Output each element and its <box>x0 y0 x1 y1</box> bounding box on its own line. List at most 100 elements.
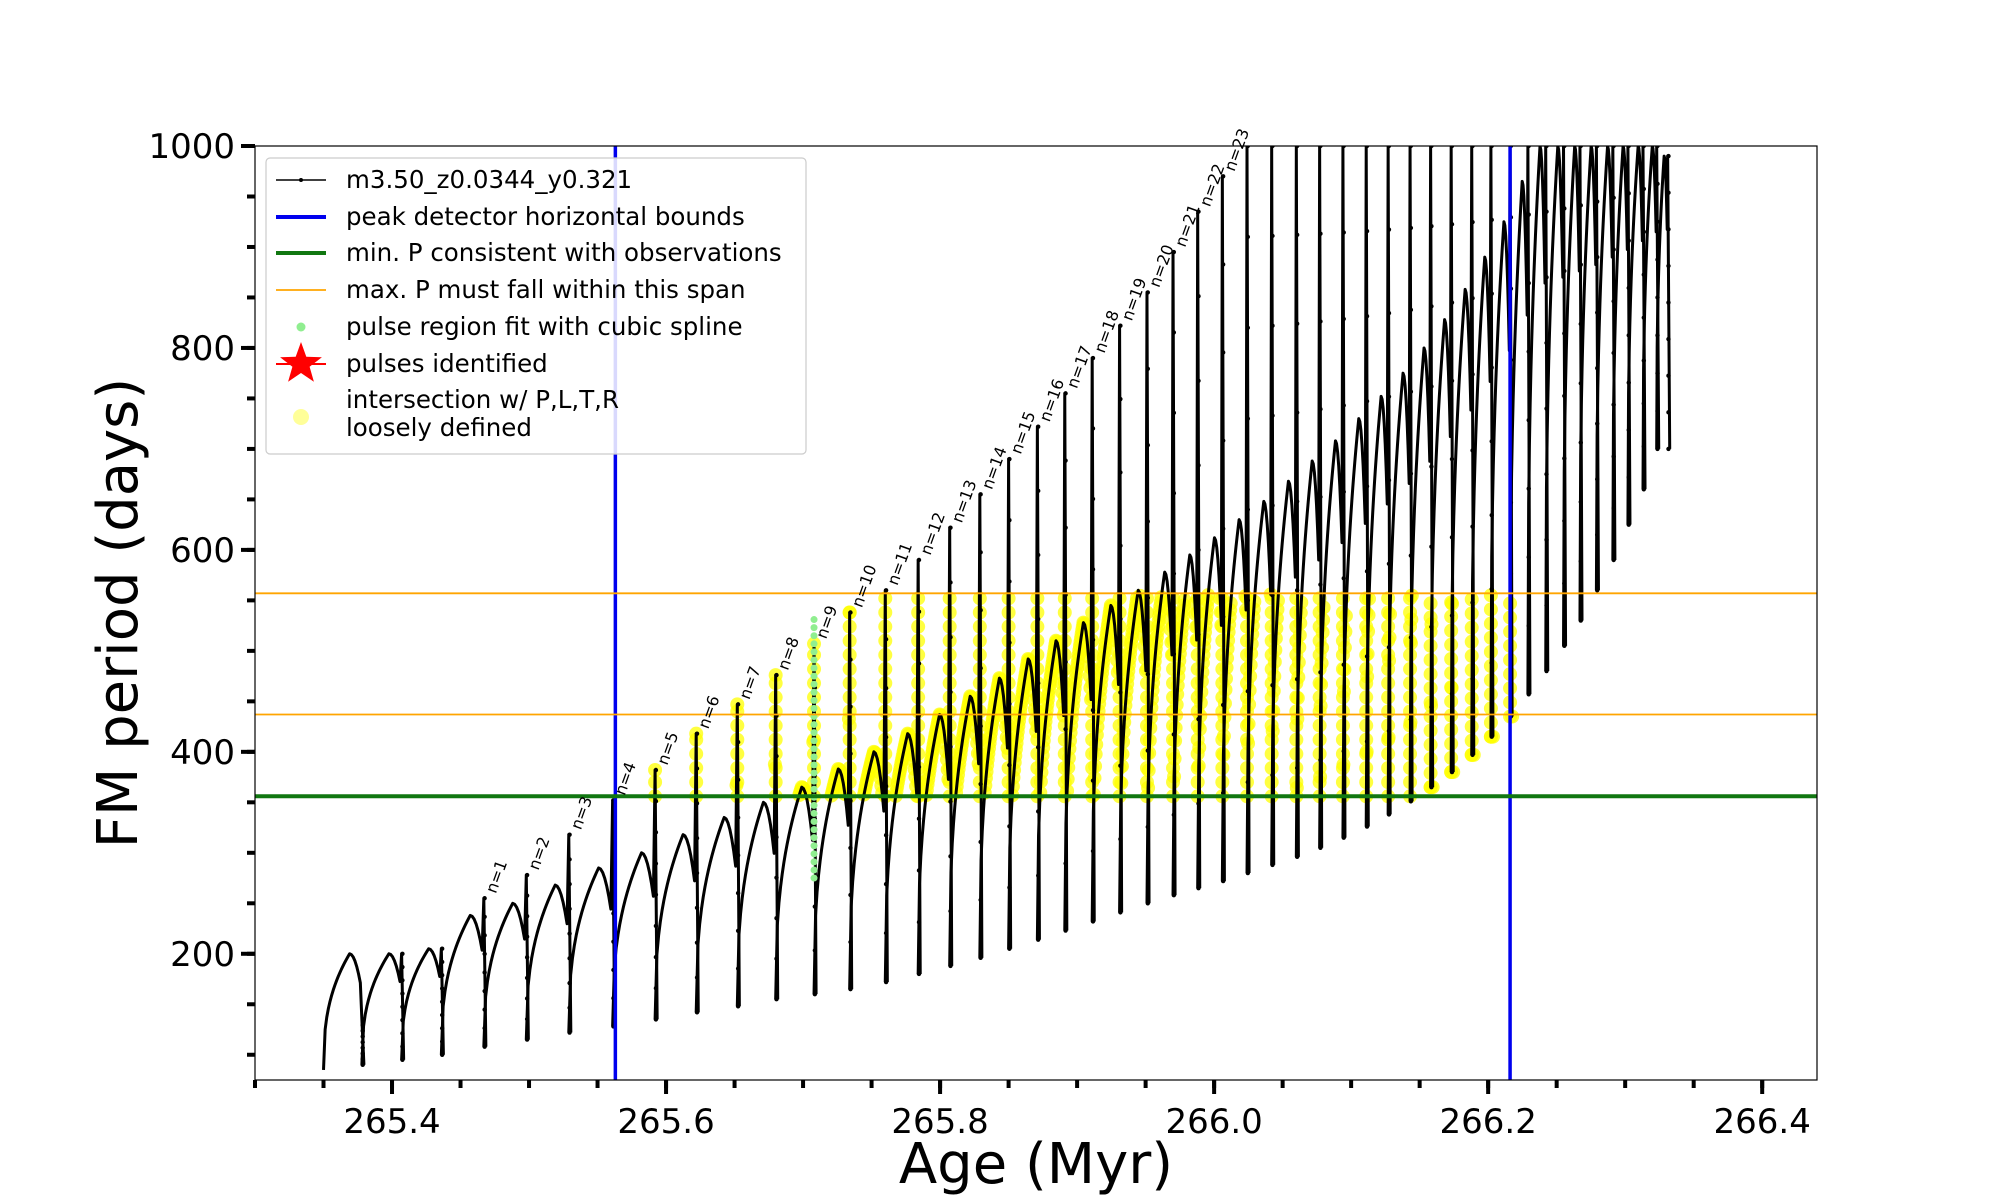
legend-label: min. P consistent with observations <box>346 238 782 267</box>
track-point <box>653 830 659 835</box>
track-point <box>1245 598 1251 603</box>
pulse-label: n=8 <box>774 634 803 672</box>
spline-point <box>810 721 818 729</box>
track-cycle <box>916 526 954 975</box>
track-point <box>1595 254 1600 260</box>
track-point <box>1489 365 1494 370</box>
track-cycle <box>360 952 406 1065</box>
track-point <box>978 550 983 555</box>
track-point <box>482 896 487 901</box>
track-point <box>883 686 889 691</box>
legend-item: m3.50_z0.0344_y0.321 <box>276 165 632 194</box>
track-point <box>1364 484 1370 489</box>
track-cycle <box>1090 324 1124 922</box>
track-point <box>1294 232 1300 238</box>
track-point <box>1666 300 1671 305</box>
track-point <box>482 951 487 957</box>
track-point <box>1196 632 1201 637</box>
track-point <box>1270 503 1275 508</box>
track-point <box>1341 230 1346 235</box>
plot-frame <box>254 145 1818 1081</box>
track-point <box>1526 280 1531 286</box>
track-point <box>1270 593 1275 598</box>
track-point <box>1035 552 1041 558</box>
track-point <box>1063 391 1068 396</box>
track-cycle <box>735 673 780 1007</box>
track-point <box>1386 478 1392 483</box>
track-cycle <box>1526 146 1550 695</box>
track-point <box>1429 304 1434 309</box>
track-point <box>400 951 405 956</box>
track-point <box>1611 247 1616 252</box>
track-point <box>1626 238 1631 243</box>
track-point <box>1245 507 1251 512</box>
y-tick-label: 600 <box>170 531 235 571</box>
track-point <box>1341 576 1346 581</box>
track-point <box>653 767 659 773</box>
legend-label-line2: loosely defined <box>346 413 532 442</box>
spline-point <box>810 777 818 785</box>
spline-point <box>810 737 818 745</box>
track-point <box>439 986 445 991</box>
track-point <box>735 853 741 858</box>
spline-point <box>810 632 818 640</box>
track-point <box>1118 470 1123 475</box>
track-point <box>1294 321 1300 326</box>
track-point <box>694 835 700 841</box>
track-point <box>1220 262 1226 267</box>
track-cycle <box>1270 146 1300 865</box>
y-tick-label: 1000 <box>148 127 235 167</box>
track-point <box>1145 290 1151 295</box>
pulse-label: n=15 <box>1007 409 1040 457</box>
track-point <box>1090 707 1096 713</box>
track-point <box>848 798 853 804</box>
track-point <box>1118 690 1123 695</box>
track-point <box>1171 651 1177 657</box>
track-point <box>1655 219 1660 224</box>
period-track <box>322 146 1672 1070</box>
spline-point <box>810 834 818 842</box>
track-point <box>1408 389 1414 394</box>
legend-item: pulse region fit with cubic spline <box>296 312 743 341</box>
track-cycle <box>1626 146 1647 525</box>
track-point <box>1245 416 1251 421</box>
track-point <box>1007 762 1012 768</box>
track-point <box>524 934 530 939</box>
pulse-label: n=5 <box>653 729 682 767</box>
spline-point <box>810 866 818 874</box>
track-point <box>1666 263 1671 269</box>
track-cycle <box>694 702 741 1013</box>
track-point <box>1544 340 1549 346</box>
y-tick-label: 200 <box>170 935 235 975</box>
star-icon <box>280 342 322 382</box>
track-point <box>1007 579 1012 584</box>
track-point <box>1063 525 1068 530</box>
track-point <box>1526 349 1531 354</box>
track-cycle <box>1294 146 1324 857</box>
legend-item: peak detector horizontal bounds <box>276 202 745 231</box>
track-point <box>848 610 853 615</box>
track-point <box>524 872 530 878</box>
track-point <box>774 672 779 678</box>
track-point <box>1118 543 1123 548</box>
track-point <box>735 739 741 745</box>
track-cycle <box>1508 146 1532 717</box>
track-point <box>482 933 487 938</box>
track-point <box>948 744 953 749</box>
spline-point <box>810 761 818 769</box>
track-point <box>883 637 889 642</box>
x-tick-label: 266.4 <box>1714 1102 1811 1142</box>
legend-item: max. P must fall within this span <box>276 275 746 304</box>
spline-point <box>810 640 818 648</box>
spline-point <box>810 826 818 834</box>
track-point <box>948 525 953 530</box>
legend-label: max. P must fall within this span <box>346 275 746 304</box>
x-axis-label: Age (Myr) <box>899 1132 1173 1197</box>
track-point <box>439 946 445 951</box>
track-point <box>1318 319 1323 324</box>
track-point <box>1666 410 1671 415</box>
track-point <box>1562 206 1567 211</box>
track-point <box>1449 378 1455 383</box>
track-point <box>1470 219 1475 225</box>
